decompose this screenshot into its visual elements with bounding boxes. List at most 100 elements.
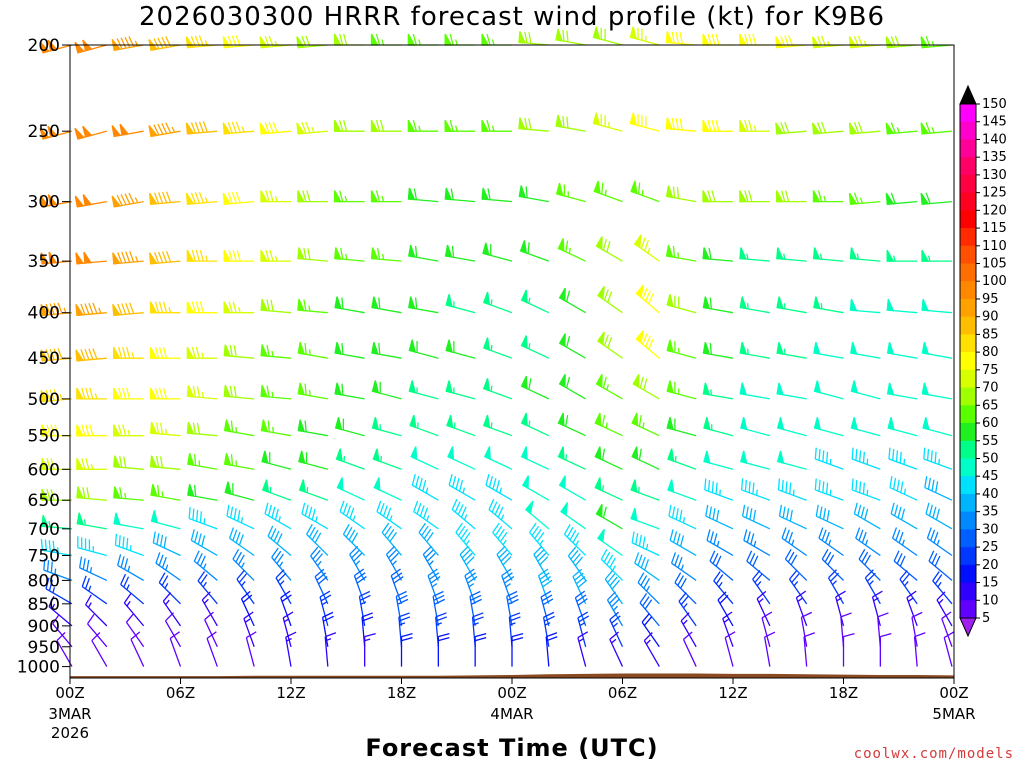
wind-barb xyxy=(666,339,697,359)
wind-barb xyxy=(752,570,771,605)
wind-barb xyxy=(113,486,144,501)
wind-barb xyxy=(706,529,734,557)
wind-barb xyxy=(604,570,624,605)
date-tick-label: 4MAR xyxy=(490,705,533,723)
colorbar-label: 80 xyxy=(982,345,999,360)
wind-barb xyxy=(921,298,953,314)
wind-barb xyxy=(702,296,734,314)
wind-barb xyxy=(373,477,402,501)
colorbar-label: 10 xyxy=(982,593,999,608)
colorbar-label: 30 xyxy=(982,522,999,537)
wind-barb xyxy=(190,529,218,557)
wind-barb xyxy=(334,382,365,400)
colorbar-label: 70 xyxy=(982,381,999,396)
wind-barb xyxy=(851,447,881,470)
wind-barb xyxy=(518,117,549,132)
wind-barb xyxy=(222,35,255,49)
wind-barb xyxy=(224,481,255,501)
pressure-tick-label: 650 xyxy=(28,491,60,511)
wind-barb xyxy=(739,247,770,262)
wind-barb xyxy=(888,447,918,470)
wind-barb xyxy=(891,527,918,557)
wind-barb xyxy=(702,341,734,359)
wind-barb xyxy=(739,341,770,359)
wind-barb xyxy=(702,33,733,46)
wind-barb xyxy=(39,125,73,140)
wind-barb xyxy=(595,503,623,530)
wind-barb xyxy=(335,448,365,470)
wind-barb xyxy=(885,192,918,205)
wind-barb xyxy=(557,238,586,262)
wind-barb xyxy=(306,524,329,556)
time-tick-label: 12Z xyxy=(718,684,747,702)
wind-barb xyxy=(920,122,953,135)
wind-barb xyxy=(639,593,660,627)
wind-barb xyxy=(437,632,450,667)
wind-barb xyxy=(850,417,881,437)
colorbar-label: 130 xyxy=(982,168,1007,183)
wind-barb xyxy=(282,611,294,647)
wind-barb xyxy=(850,380,881,400)
colorbar-label: 75 xyxy=(982,363,999,378)
colorbar-swatch xyxy=(960,369,976,389)
wind-barb xyxy=(455,522,476,556)
wind-barb xyxy=(260,344,292,359)
colorbar-swatch xyxy=(960,228,976,247)
colorbar-label: 105 xyxy=(982,257,1007,272)
wind-barb xyxy=(223,453,255,470)
wind-barb xyxy=(285,631,297,667)
wind-barb xyxy=(842,632,855,667)
wind-barb xyxy=(485,474,513,501)
wind-barb xyxy=(592,112,623,132)
wind-barb xyxy=(411,474,439,501)
wind-barb xyxy=(81,575,108,605)
colorbar-top-arrow xyxy=(959,84,977,105)
date-tick-label: 3MAR xyxy=(48,705,91,723)
wind-barb xyxy=(600,548,623,581)
wind-barb xyxy=(370,190,402,203)
wind-barb xyxy=(848,121,881,135)
wind-barb xyxy=(595,374,623,400)
wind-barb xyxy=(114,533,144,557)
wind-barb xyxy=(634,552,660,581)
wind-barb xyxy=(630,180,660,203)
wind-barb xyxy=(558,374,586,400)
wind-barb xyxy=(267,525,292,556)
wind-barb xyxy=(75,302,107,317)
wind-barb xyxy=(631,446,660,470)
wind-barb xyxy=(722,611,734,647)
colorbar-label: 15 xyxy=(982,576,999,591)
wind-barb xyxy=(518,31,549,46)
colorbar-label: 45 xyxy=(982,469,999,484)
source-credit: coolwx.com/models xyxy=(853,746,1014,762)
wind-barb xyxy=(812,121,844,135)
wind-barb xyxy=(150,510,181,530)
wind-barb xyxy=(899,570,918,605)
wind-barb xyxy=(310,546,329,581)
wind-barb xyxy=(557,446,586,470)
wind-barb xyxy=(788,570,808,605)
wind-barb xyxy=(511,632,524,667)
wind-barb xyxy=(630,479,660,501)
wind-barb xyxy=(87,614,108,648)
wind-barb xyxy=(297,419,328,437)
time-tick-label: 12Z xyxy=(276,684,305,702)
wind-barb xyxy=(926,527,953,557)
wind-barb xyxy=(906,590,918,627)
colorbar-label: 110 xyxy=(982,239,1007,254)
wind-barb xyxy=(39,194,73,208)
wind-barb xyxy=(186,421,218,437)
wind-barb xyxy=(342,524,366,556)
wind-barb xyxy=(297,190,328,203)
wind-barb xyxy=(334,33,365,46)
wind-barb xyxy=(637,572,660,605)
wind-barb xyxy=(111,192,144,208)
wind-barb xyxy=(518,185,549,203)
wind-barb xyxy=(670,552,697,581)
wind-barb xyxy=(705,504,734,530)
wind-barb xyxy=(775,35,807,49)
wind-barb xyxy=(777,478,807,501)
wind-barb xyxy=(74,125,108,140)
wind-barb xyxy=(702,247,734,262)
wind-barb xyxy=(334,417,365,437)
